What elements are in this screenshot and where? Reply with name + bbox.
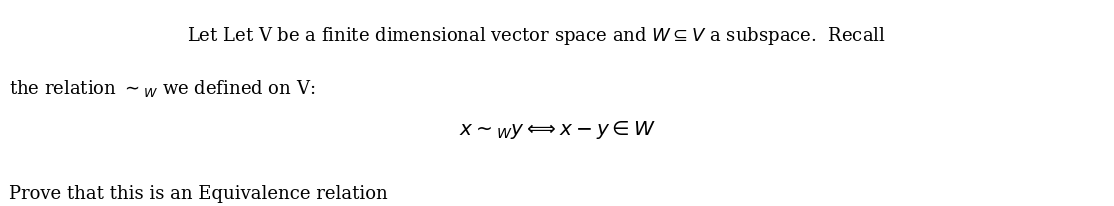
Text: the relation $\sim_W$ we defined on V:: the relation $\sim_W$ we defined on V:	[9, 78, 315, 99]
Text: Let Let V be a finite dimensional vector space and $W \subseteq V$ a subspace.  : Let Let V be a finite dimensional vector…	[187, 25, 886, 47]
Text: Prove that this is an Equivalence relation: Prove that this is an Equivalence relati…	[9, 185, 388, 203]
Text: $x \sim_W y \Longleftrightarrow x - y \in W$: $x \sim_W y \Longleftrightarrow x - y \i…	[459, 119, 655, 142]
